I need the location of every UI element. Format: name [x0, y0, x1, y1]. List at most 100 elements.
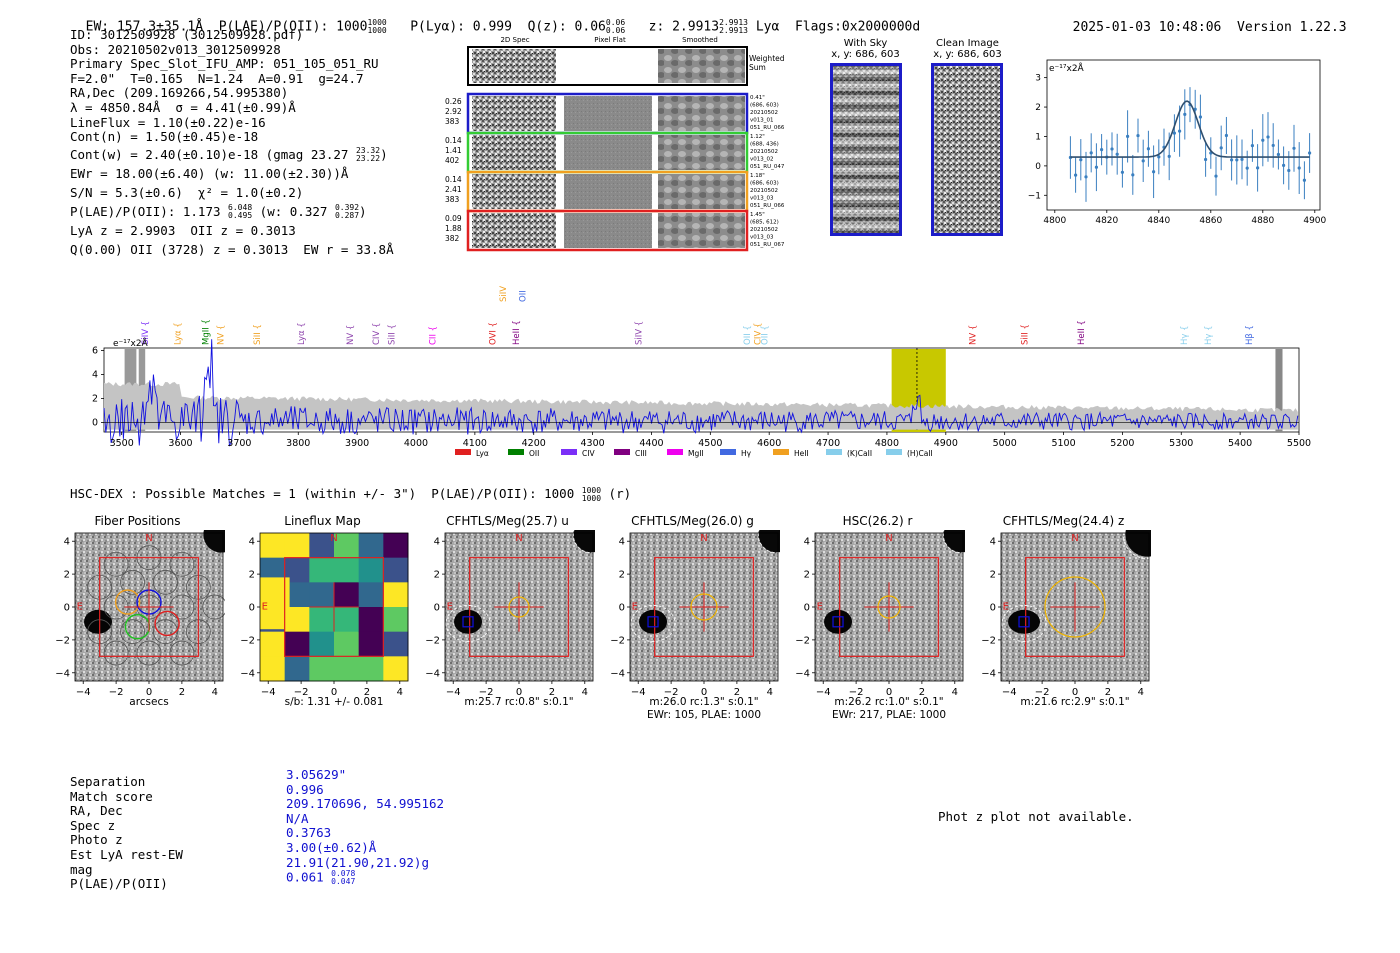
cutout-row-right-text: 051_RU_066 — [750, 125, 785, 131]
legend-label: (K)CaII — [847, 449, 872, 458]
panel-ytick: −2 — [55, 635, 70, 646]
match-value-radec: 209.170696, 54.995162 — [286, 796, 445, 812]
panel-xtick: −4 — [816, 687, 831, 698]
match-aperture — [1044, 576, 1106, 638]
panel-xtick: −4 — [446, 687, 461, 698]
match-label-score: Match score — [70, 788, 153, 804]
imaging-panels: Fiber Positions N E 4 2 0 −2 −4 −4 −2 0 2 4 arcsecs Li… — [0, 510, 1400, 725]
line-fit-point — [1094, 165, 1098, 169]
line-fit-point — [1131, 173, 1135, 177]
match-label-photoz: Photo z — [70, 832, 123, 848]
line-fit-point — [1230, 158, 1234, 162]
panel-ytick: 2 — [64, 570, 70, 581]
line-fit-point — [1198, 115, 1202, 119]
cutout-col-title-2: Smoothed — [682, 36, 718, 44]
photz-message: Phot z plot not available. — [938, 809, 1134, 824]
image-panel: CFHTLS/Meg(26.0) g N E 4 2 0 −2 −4 −4 −2 0 2 4 m:26.0… — [605, 510, 780, 725]
hsc-dex-title-hi: 1000 — [581, 485, 602, 495]
legend-swatch — [720, 449, 736, 455]
cutout-row-right-text: v013_03 — [750, 196, 774, 202]
panel-xtick: 2 — [179, 687, 185, 698]
spectral-line-label: Lyα { — [174, 322, 184, 345]
panel-xtick: −4 — [261, 687, 276, 698]
panel-xtick: 0 — [1072, 687, 1078, 698]
cutout-row-right-text: v013_03 — [750, 235, 774, 241]
info-contw-hi: 23.32 — [355, 146, 381, 156]
spectral-line-label: SiIV — [499, 286, 509, 302]
line-fit-point — [1084, 175, 1088, 179]
legend-label: Lyα — [476, 449, 489, 458]
panel-ytick: −4 — [610, 668, 625, 679]
cutout-row-right-text: 20210502 — [750, 227, 778, 233]
panel-ytick: −2 — [981, 635, 996, 646]
line-fit-point — [1287, 168, 1291, 173]
spectral-line-label: CII { — [428, 326, 438, 345]
line-fit-point — [1235, 158, 1239, 162]
header-plae: P(LAE)/P(OII): 1000 — [218, 19, 368, 35]
line-fit-point — [1245, 166, 1249, 170]
match-value-separation: 3.05629" — [286, 767, 347, 782]
east-label: E — [817, 601, 823, 612]
aperture-box — [1025, 557, 1125, 657]
panel-ytick: −4 — [425, 668, 440, 679]
panel-ytick: 2 — [434, 570, 440, 581]
line-fit-point — [1110, 147, 1114, 151]
info-lyaz: LyA z = 2.9903 OII z = 0.3013 — [70, 222, 296, 238]
panel-xtick: 0 — [886, 687, 892, 698]
line-fit-xtick: 4880 — [1251, 216, 1274, 226]
header-right: 2025-01-03 10:48:06 Version 1.22.3 — [1057, 5, 1347, 35]
aperture-box — [654, 557, 754, 657]
cutout-row-right-text: 051_RU_067 — [750, 242, 785, 248]
north-label: N — [330, 533, 337, 544]
image-panel-title: Lineflux Map — [284, 514, 361, 528]
spectrum-unit-label: e⁻¹⁷x2Å — [113, 337, 149, 349]
line-fit-point — [1292, 146, 1296, 150]
panel-ytick: −4 — [55, 668, 70, 679]
spectral-line-label: NV { — [346, 325, 356, 345]
panel-xtick: 0 — [331, 687, 337, 698]
match-label-plae: P(LAE)/P(OII) — [70, 876, 168, 892]
weighted-sum-label-1: Weighted — [749, 54, 785, 63]
line-fit-point — [1302, 178, 1306, 182]
spectral-line-label: OII — [519, 290, 529, 302]
neighbor-ellipse — [942, 530, 965, 554]
with-sky-subtitle: x, y: 686, 603 — [831, 49, 900, 60]
image-panel: HSC(26.2) r N E 4 2 0 −2 −4 −4 −2 0 2 4 m:26.2 rc:1.0… — [790, 510, 965, 725]
info-plae-w-hi: 0.392 — [334, 203, 360, 213]
line-fit-point — [1141, 159, 1145, 163]
image-panel-footer: arcsecs — [129, 696, 169, 708]
line-fit-point — [1219, 146, 1223, 150]
north-label: N — [145, 533, 152, 544]
cutout-row-left-text: 0.14 — [445, 136, 462, 145]
header-qz-hi: 0.06 — [605, 18, 626, 27]
info-contw: Cont(w) = 2.40(±0.10)e-18 (gmag 23.27 23… — [70, 145, 394, 164]
cutout-row-left-text: 382 — [445, 234, 460, 243]
panel-xtick: 4 — [582, 687, 588, 698]
cutout-row-left-text: 402 — [445, 156, 460, 165]
panel-xtick: 2 — [1105, 687, 1111, 698]
spectral-line-label: SiIV { — [141, 321, 151, 345]
panel-xtick: 2 — [734, 687, 740, 698]
panel-xtick: −4 — [631, 687, 646, 698]
image-panel-footer: m:26.2 rc:1.0" s:0.1" — [834, 696, 944, 708]
cutout-col-title-0: 2D Spec — [500, 36, 529, 44]
cutout-row-right-text: v013_01 — [750, 118, 774, 124]
legend-label: OII — [529, 449, 539, 458]
spectral-line-label: Hγ { — [1180, 325, 1190, 345]
line-fit-point — [1136, 134, 1140, 138]
line-fit-plot: e⁻¹⁷x2Å 4800 4820 4840 4860 4880 4900 3 2 1 0 −1 — [1028, 59, 1327, 226]
line-fit-point — [1089, 151, 1093, 155]
hsc-dex-title-text: HSC-DEX : Possible Matches = 1 (within +… — [70, 486, 575, 501]
source-ellipse — [445, 605, 491, 642]
line-fit-point — [1240, 157, 1244, 161]
fiber-orange — [114, 589, 141, 615]
spectral-line-label: NV { — [968, 325, 978, 345]
legend-label: Hγ — [741, 449, 752, 458]
with-sky-title-text: With Sky — [843, 38, 888, 49]
cutout-row-left-text: 1.88 — [445, 224, 462, 233]
line-fit-ytick: 2 — [1035, 103, 1041, 113]
info-fit: F=2.0" T=0.165 N=1.24 A=0.91 g=24.7 — [70, 70, 364, 86]
image-panel: CFHTLS/Meg(24.4) z N E 4 2 0 −2 −4 −4 −2 0 2 4 m:21.6… — [976, 510, 1151, 725]
spectrum-xtick: 3800 — [286, 438, 310, 449]
